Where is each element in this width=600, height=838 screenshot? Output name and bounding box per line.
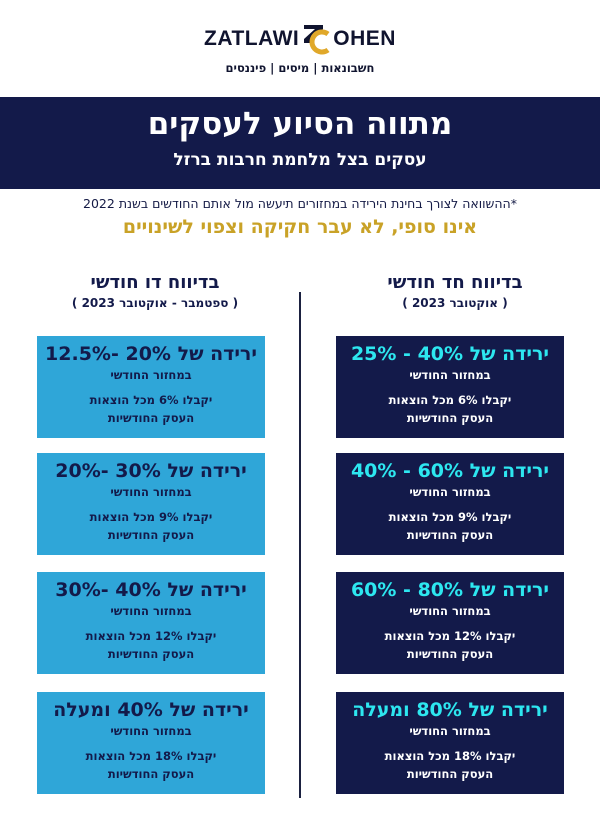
page-subtitle: עסקים בצל מלחמת חרבות ברזל bbox=[173, 150, 427, 170]
tier-line3: העסק החודשיות bbox=[406, 528, 494, 543]
bimonthly-tier-card: ירידה של 20% -12.5% במחזור החודשי יקבלו … bbox=[37, 336, 265, 438]
tier-line1: במחזור החודשי bbox=[110, 484, 192, 499]
tier-line2: יקבלו 9% מכל הוצאות bbox=[388, 509, 512, 524]
tier-line2: יקבלו 18% מכל הוצאות bbox=[85, 748, 217, 763]
tier-line3: העסק החודשיות bbox=[406, 411, 494, 426]
monthly-tier-card: ירידה של 40% - 25% במחזור החודשי יקבלו 6… bbox=[336, 336, 564, 438]
tier-headline: ירידה של 60% - 40% bbox=[350, 460, 550, 482]
tier-headline: ירידה של 80% ומעלה bbox=[352, 699, 548, 721]
tier-line3: העסק החודשיות bbox=[107, 411, 195, 426]
tier-line2: יקבלו 12% מכל הוצאות bbox=[384, 628, 516, 643]
bimonthly-tier-card: ירידה של 40% ומעלה במחזור החודשי יקבלו 1… bbox=[37, 692, 265, 794]
monthly-tier-card: ירידה של 80% - 60% במחזור החודשי יקבלו 1… bbox=[336, 572, 564, 674]
bimonthly-column-title: בדיווח דו חודשי bbox=[90, 272, 220, 293]
monthly-column-title: בדיווח חד חודשי bbox=[387, 272, 523, 293]
tier-line3: העסק החודשיות bbox=[406, 647, 494, 662]
tier-line1: במחזור החודשי bbox=[409, 367, 491, 382]
tier-headline: ירידה של 30% -20% bbox=[55, 460, 247, 482]
bimonthly-column-header: בדיווח דו חודשי ( ספטמבר - אוקטובר 2023 … bbox=[20, 272, 290, 310]
tier-line1: במחזור החודשי bbox=[409, 484, 491, 499]
tier-line2: יקבלו 6% מכל הוצאות bbox=[388, 392, 512, 407]
column-divider bbox=[299, 292, 301, 798]
tier-line2: יקבלו 18% מכל הוצאות bbox=[384, 748, 516, 763]
monthly-tier-card: ירידה של 80% ומעלה במחזור החודשי יקבלו 1… bbox=[336, 692, 564, 794]
tier-line2: יקבלו 9% מכל הוצאות bbox=[89, 509, 213, 524]
tier-headline: ירידה של 40% - 25% bbox=[350, 343, 550, 365]
bimonthly-tier-card: ירידה של 40% -30% במחזור החודשי יקבלו 12… bbox=[37, 572, 265, 674]
monthly-column-period: ( אוקטובר 2023 ) bbox=[402, 296, 508, 310]
page-title: מתווה הסיוע לעסקים bbox=[147, 106, 453, 142]
tier-line3: העסק החודשיות bbox=[107, 647, 195, 662]
tier-line3: העסק החודשיות bbox=[107, 528, 195, 543]
tier-line1: במחזור החודשי bbox=[110, 723, 192, 738]
tier-line2: יקבלו 6% מכל הוצאות bbox=[89, 392, 213, 407]
tier-line3: העסק החודשיות bbox=[406, 767, 494, 782]
tier-line3: העסק החודשיות bbox=[107, 767, 195, 782]
monthly-column-header: בדיווח חד חודשי ( אוקטובר 2023 ) bbox=[320, 272, 590, 310]
draft-warning: אינו סופי, לא עבר חקיקה וצפוי לשינויים bbox=[122, 216, 478, 238]
logo-word-left: ZATLAWI bbox=[204, 27, 300, 50]
logo-word-right: OHEN bbox=[333, 27, 396, 50]
tier-headline: ירידה של 20% -12.5% bbox=[45, 343, 257, 365]
tier-line1: במחזור החודשי bbox=[409, 603, 491, 618]
header-banner: מתווה הסיוע לעסקים עסקים בצל מלחמת חרבות… bbox=[0, 97, 600, 189]
zc-logo-mark-icon bbox=[301, 22, 331, 56]
company-logo: ZATLAWI OHEN חשבונאות | מיסים | פיננסים bbox=[0, 22, 600, 75]
tier-headline: ירידה של 80% - 60% bbox=[350, 579, 550, 601]
comparison-note: *ההשוואה לצורך בחינת הירידה במחזורים תיע… bbox=[83, 196, 517, 211]
monthly-tier-card: ירידה של 60% - 40% במחזור החודשי יקבלו 9… bbox=[336, 453, 564, 555]
tier-line1: במחזור החודשי bbox=[110, 367, 192, 382]
tier-headline: ירידה של 40% -30% bbox=[55, 579, 247, 601]
tier-headline: ירידה של 40% ומעלה bbox=[53, 699, 249, 721]
bimonthly-tier-card: ירידה של 30% -20% במחזור החודשי יקבלו 9%… bbox=[37, 453, 265, 555]
tier-line1: במחזור החודשי bbox=[110, 603, 192, 618]
logo-tagline: חשבונאות | מיסים | פיננסים bbox=[225, 61, 375, 75]
bimonthly-column-period: ( ספטמבר - אוקטובר 2023 ) bbox=[71, 296, 239, 310]
tier-line2: יקבלו 12% מכל הוצאות bbox=[85, 628, 217, 643]
tier-line1: במחזור החודשי bbox=[409, 723, 491, 738]
